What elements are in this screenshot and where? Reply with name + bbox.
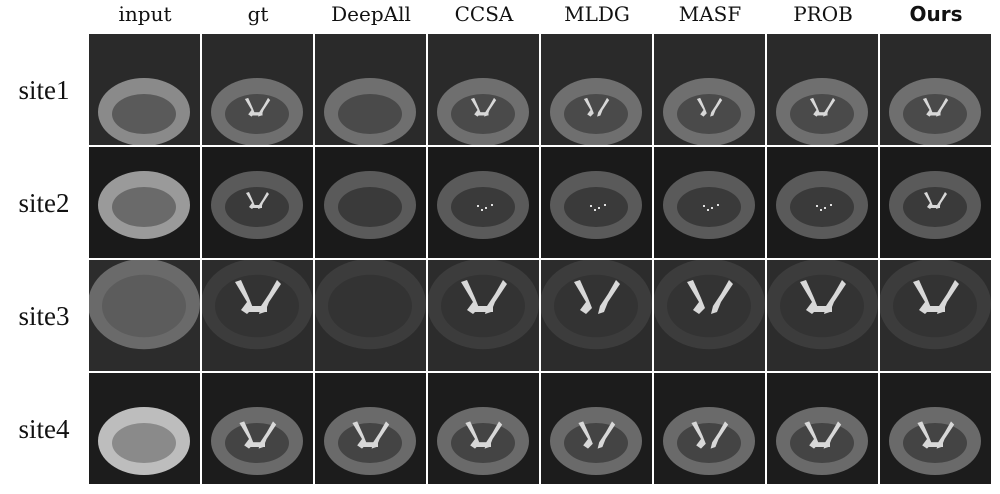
image-cell-site2-gt: [202, 147, 313, 258]
image-cell-site4-masf: [654, 373, 765, 484]
column-header-ours: Ours: [909, 2, 963, 26]
image-cell-site4-input: [89, 373, 200, 484]
image-cell-site3-masf: [654, 260, 765, 371]
image-cell-site3-deepall: [315, 260, 426, 371]
image-cell-site3-prob: [767, 260, 878, 371]
image-cell-site4-mldg: [541, 373, 652, 484]
image-cell-site2-ccsa: [428, 147, 539, 258]
column-header-gt: gt: [247, 2, 269, 26]
row-label-site1: site1: [18, 74, 70, 105]
row-label-site3: site3: [18, 300, 70, 331]
column-header-prob: PROB: [793, 2, 853, 26]
image-cell-site4-prob: [767, 373, 878, 484]
column-header-ccsa: CCSA: [454, 2, 514, 26]
image-cell-site4-ccsa: [428, 373, 539, 484]
image-cell-site3-ccsa: [428, 260, 539, 371]
image-cell-site2-input: [89, 147, 200, 258]
image-cell-site1-mldg: [541, 34, 652, 145]
column-header-mldg: MLDG: [564, 2, 630, 26]
image-cell-site4-gt: [202, 373, 313, 484]
image-cell-site3-mldg: [541, 260, 652, 371]
column-header-deepall: DeepAll: [331, 2, 411, 26]
image-cell-site1-masf: [654, 34, 765, 145]
image-cell-site3-input: [89, 260, 200, 371]
row-label-site4: site4: [18, 413, 70, 444]
image-cell-site1-ours: [880, 34, 991, 145]
image-cell-site3-gt: [202, 260, 313, 371]
image-cell-site2-mldg: [541, 147, 652, 258]
image-cell-site4-ours: [880, 373, 991, 484]
image-cell-site1-deepall: [315, 34, 426, 145]
image-cell-site2-ours: [880, 147, 991, 258]
image-cell-site1-gt: [202, 34, 313, 145]
image-cell-site2-prob: [767, 147, 878, 258]
image-cell-site1-ccsa: [428, 34, 539, 145]
column-header-masf: MASF: [678, 2, 742, 26]
image-cell-site1-prob: [767, 34, 878, 145]
image-cell-site1-input: [89, 34, 200, 145]
column-header-input: input: [118, 2, 172, 26]
image-cell-site4-deepall: [315, 373, 426, 484]
image-cell-site2-masf: [654, 147, 765, 258]
image-cell-site3-ours: [880, 260, 991, 371]
image-cell-site2-deepall: [315, 147, 426, 258]
row-label-site2: site2: [18, 187, 70, 218]
